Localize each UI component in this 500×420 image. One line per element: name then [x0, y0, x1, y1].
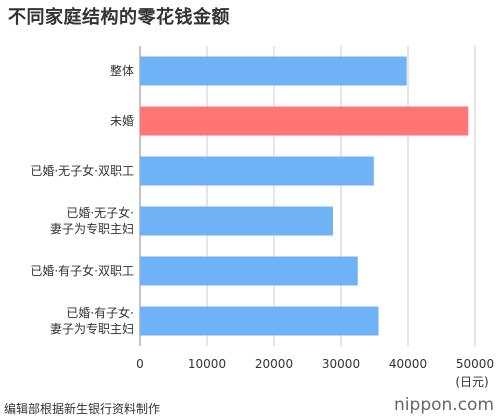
bar [140, 256, 358, 286]
x-tick-label: 50000 [456, 357, 494, 371]
category-label: 妻子为专职主妇 [50, 321, 134, 336]
category-label: 整体 [110, 63, 134, 78]
bar [140, 206, 333, 236]
x-tick-label: 10000 [188, 357, 226, 371]
x-axis-ticks: 0 10000 20000 30000 40000 50000 [136, 357, 494, 371]
bar [140, 306, 379, 336]
x-axis-unit-label: (日元) [455, 375, 488, 389]
nippon-logo: nippon.com [394, 395, 494, 415]
bar-layer [140, 56, 469, 336]
category-label: 未婚 [110, 114, 134, 128]
category-labels: 整体未婚已婚·无子女·双职工已婚·无子女·妻子为专职主妇已婚·有子女·双职工已婚… [30, 63, 134, 336]
x-tick-label: 40000 [389, 357, 427, 371]
x-tick-label: 30000 [322, 357, 360, 371]
chart-title: 不同家庭结构的零花钱金额 [8, 7, 230, 28]
bar [140, 156, 374, 186]
x-tick-label: 0 [136, 357, 144, 371]
category-label: 已婚·有子女· [66, 305, 134, 320]
bar [140, 106, 469, 136]
x-tick-label: 20000 [255, 357, 293, 371]
grid-layer [139, 46, 476, 346]
category-label: 已婚·无子女·双职工 [30, 163, 134, 178]
bar [140, 56, 407, 86]
category-label: 已婚·有子女·双职工 [30, 263, 134, 278]
category-label: 已婚·无子女· [66, 205, 134, 220]
category-label: 妻子为专职主妇 [50, 221, 134, 236]
source-note: 编辑部根据新生银行资料制作 [4, 402, 161, 416]
